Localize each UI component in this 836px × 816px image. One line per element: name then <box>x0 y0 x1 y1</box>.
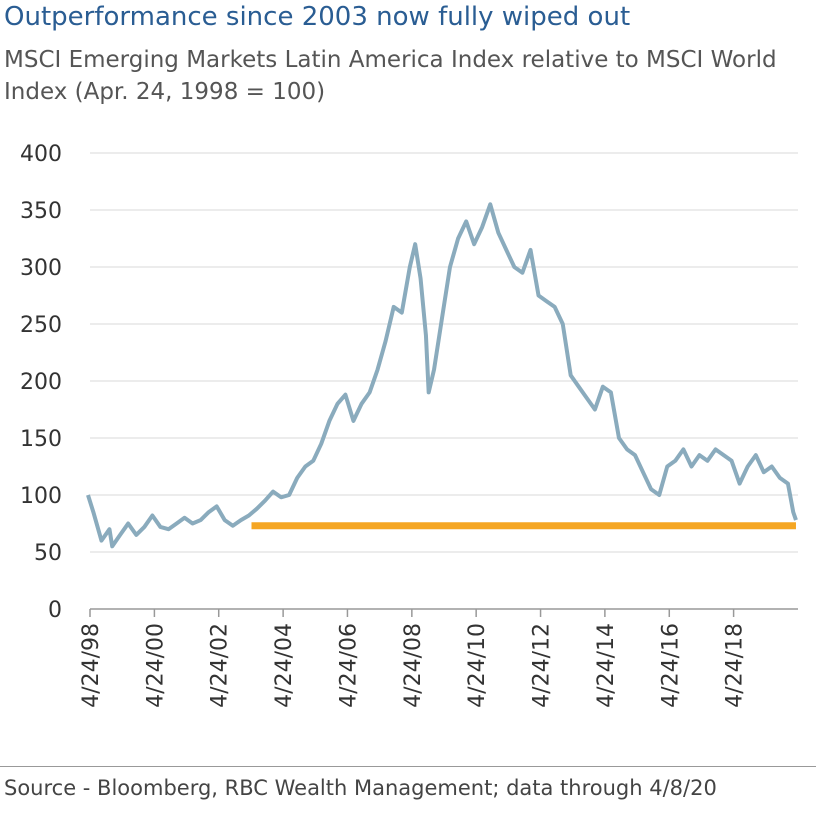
y-tick-label: 200 <box>20 370 62 395</box>
x-tick-label: 4/24/08 <box>401 623 426 708</box>
x-tick-label: 4/24/18 <box>723 623 748 708</box>
y-tick-label: 150 <box>20 427 62 452</box>
x-tick-label: 4/24/98 <box>79 623 104 708</box>
x-tick-label: 4/24/12 <box>530 623 555 708</box>
x-tick-label: 4/24/10 <box>465 623 490 708</box>
x-tick-label: 4/24/04 <box>272 623 297 708</box>
chart: 0 50 100 150 200 250 300 350 400 4/24/98 4/24/00 4/… <box>20 142 798 708</box>
y-tick-label: 400 <box>20 142 62 167</box>
y-tick-label: 0 <box>48 598 62 623</box>
y-tick-label: 300 <box>20 256 62 281</box>
data-line <box>86 202 798 549</box>
x-tick-label: 4/24/06 <box>336 623 361 708</box>
y-tick-label: 250 <box>20 313 62 338</box>
chart-subtitle: MSCI Emerging Markets Latin America Inde… <box>4 47 777 105</box>
source-note: Source - Bloomberg, RBC Wealth Managemen… <box>4 776 717 800</box>
x-tick-label: 4/24/00 <box>143 623 168 708</box>
y-tick-label: 100 <box>20 484 62 509</box>
x-tick-label: 4/24/14 <box>594 623 619 708</box>
chart-title: Outperformance since 2003 now fully wipe… <box>4 2 631 32</box>
x-tick-label: 4/24/16 <box>658 623 683 708</box>
x-tick-label: 4/24/02 <box>208 623 233 708</box>
y-tick-label: 50 <box>34 541 62 566</box>
divider <box>0 766 816 767</box>
y-tick-label: 350 <box>20 199 62 224</box>
